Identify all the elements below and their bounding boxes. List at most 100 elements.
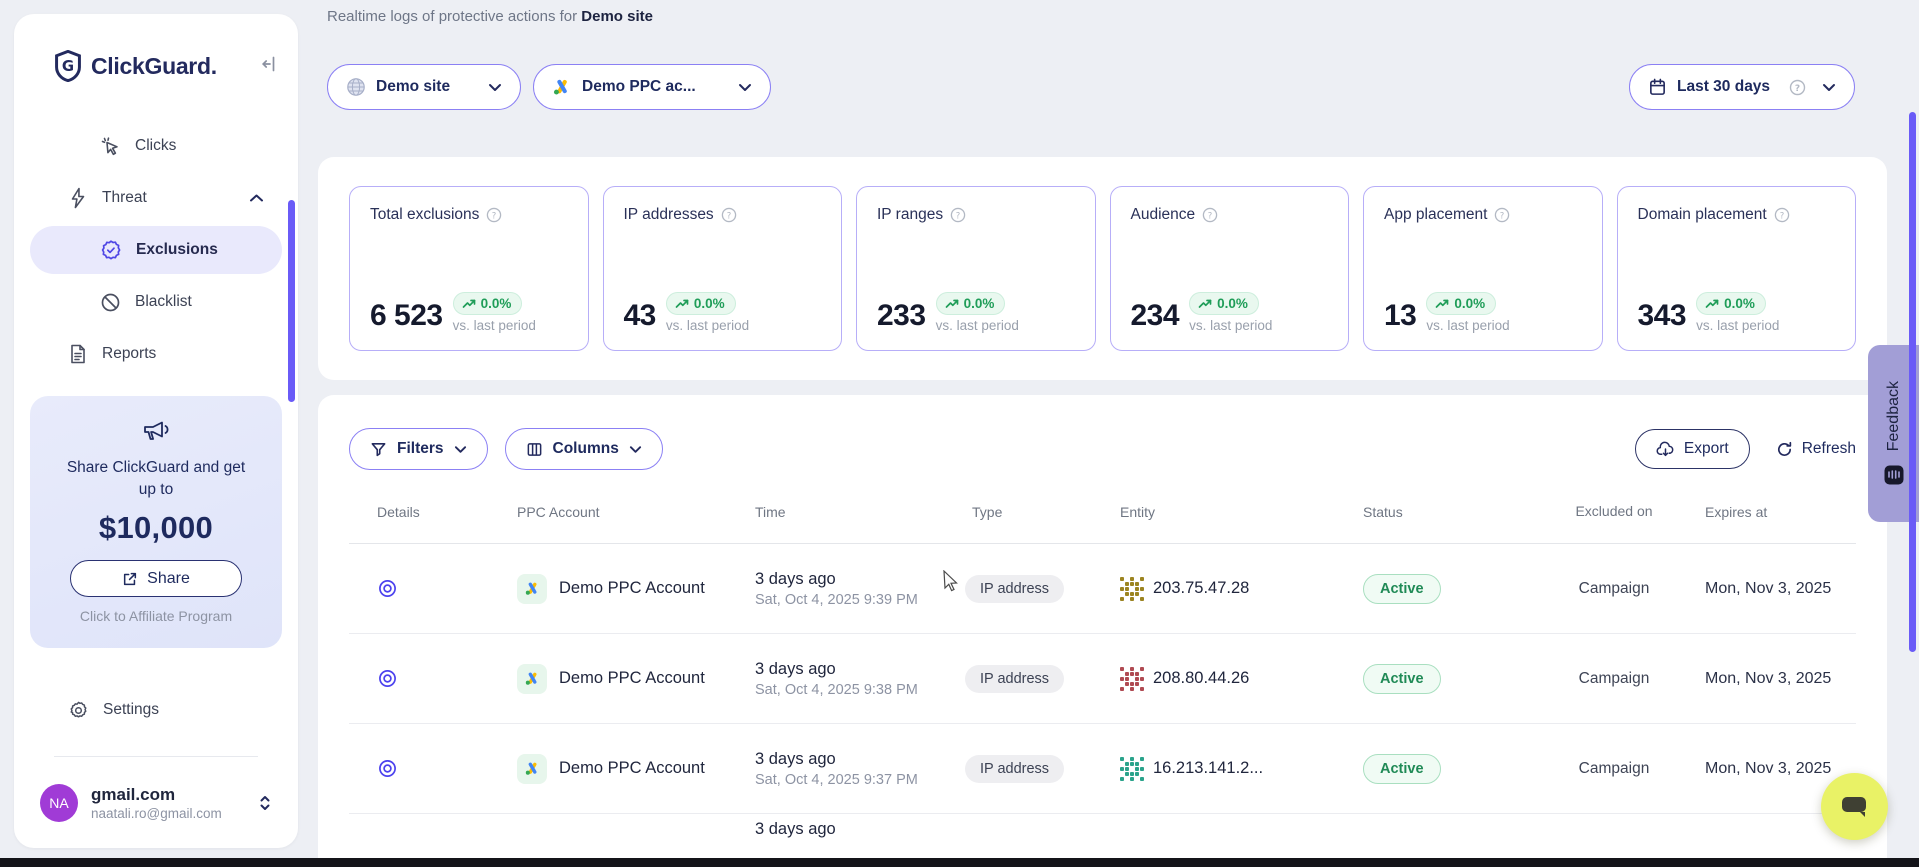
column-header-time[interactable]: Time xyxy=(755,503,786,520)
columns-button[interactable]: Columns xyxy=(504,428,663,470)
sidebar-item-blacklist[interactable]: Blacklist xyxy=(30,278,282,326)
stat-caption: vs. last period xyxy=(452,318,536,333)
stat-label: Audience xyxy=(1130,206,1196,223)
logo-text: ClickGuard. xyxy=(91,52,217,79)
chevron-down-icon xyxy=(629,445,642,454)
globe-icon xyxy=(346,77,366,97)
megaphone-icon xyxy=(141,416,171,444)
stat-delta-badge: 0.0% xyxy=(665,292,736,315)
entity-value: 16.213.141.2... xyxy=(1153,759,1264,777)
stat-delta-badge: 0.0% xyxy=(935,292,1006,315)
intercom-chat-icon xyxy=(1883,464,1905,486)
document-icon xyxy=(68,343,88,365)
columns-button-label: Columns xyxy=(552,440,619,457)
chevron-down-icon xyxy=(1822,83,1836,92)
stat-delta-badge: 0.0% xyxy=(1426,292,1497,315)
ppc-account-selector[interactable]: Demo PPC ac... xyxy=(533,64,771,110)
sidebar-divider xyxy=(54,756,258,757)
svg-text:G: G xyxy=(62,57,74,75)
table-row[interactable]: Demo PPC Account 3 days ago Sat, Oct 4, 2… xyxy=(349,544,1856,634)
sidebar-item-label: Exclusions xyxy=(136,241,218,258)
share-button[interactable]: Share xyxy=(70,560,242,598)
table-row[interactable]: Demo PPC Account 3 days ago Sat, Oct 4, 2… xyxy=(349,634,1856,724)
page-scrollbar[interactable] xyxy=(1909,112,1916,652)
table-header-row: Details PPC Account Time Type Entity Sta… xyxy=(349,492,1856,544)
chevron-updown-icon[interactable] xyxy=(258,794,272,812)
chevron-down-icon xyxy=(738,83,752,92)
stat-caption: vs. last period xyxy=(935,318,1019,333)
table-row[interactable]: Demo PPC Account 3 days ago Sat, Oct 4, 2… xyxy=(349,724,1856,814)
expires-at-value: Mon, Nov 3, 2025 xyxy=(1705,759,1832,777)
sidebar-item-clicks[interactable]: Clicks xyxy=(30,122,282,170)
sidebar-item-exclusions[interactable]: Exclusions xyxy=(30,226,282,274)
column-header-status[interactable]: Status xyxy=(1363,503,1403,520)
stat-caption: vs. last period xyxy=(1189,318,1273,333)
column-header-type[interactable]: Type xyxy=(972,503,1003,520)
affiliate-link-text[interactable]: Click to Affiliate Program xyxy=(79,608,233,625)
calendar-icon xyxy=(1648,77,1667,97)
stat-value: 6 523 xyxy=(370,299,443,332)
promo-text: Share ClickGuard and get up to xyxy=(66,459,246,498)
column-header-excluded-on[interactable]: Excluded on xyxy=(1575,503,1653,520)
help-circle-icon: ? xyxy=(721,207,736,223)
sidebar-scrollbar[interactable] xyxy=(288,200,295,402)
view-details-icon[interactable] xyxy=(377,578,483,599)
svg-text:?: ? xyxy=(1208,210,1213,220)
chevron-up-icon[interactable] xyxy=(249,193,264,203)
cloud-download-icon xyxy=(1656,441,1674,456)
column-header-entity[interactable]: Entity xyxy=(1120,503,1156,520)
svg-text:?: ? xyxy=(1500,210,1505,220)
sidebar-item-threat[interactable]: Threat xyxy=(30,174,282,222)
affiliate-promo-card[interactable]: Share ClickGuard and get up to $10,000 S… xyxy=(30,396,282,648)
logs-panel: Filters Columns Export Refresh Details P… xyxy=(318,395,1887,867)
ppc-account-name: Demo PPC Account xyxy=(559,669,705,687)
collapse-sidebar-icon[interactable] xyxy=(260,54,280,74)
gear-icon xyxy=(68,700,89,721)
entity-value: 203.75.47.28 xyxy=(1153,579,1250,597)
avatar: NA xyxy=(40,784,78,822)
refresh-button-label: Refresh xyxy=(1801,440,1856,457)
sidebar-item-label: Settings xyxy=(103,701,160,718)
refresh-button[interactable]: Refresh xyxy=(1776,440,1856,458)
sidebar-item-settings[interactable]: Settings xyxy=(30,686,282,734)
chat-launcher-button[interactable] xyxy=(1821,773,1888,840)
stat-card-audience: Audience? 234 0.0% vs. last period xyxy=(1109,186,1349,351)
view-details-icon[interactable] xyxy=(377,758,483,779)
site-selector-value: Demo site xyxy=(376,78,451,95)
entity-identicon xyxy=(1120,756,1144,781)
column-header-ppc-account[interactable]: PPC Account xyxy=(517,503,600,520)
sidebar-item-reports[interactable]: Reports xyxy=(30,330,282,378)
date-range-selector[interactable]: Last 30 days ? xyxy=(1629,64,1855,110)
logo[interactable]: G ClickGuard. xyxy=(54,50,217,82)
column-header-details[interactable]: Details xyxy=(377,503,420,520)
clickguard-shield-icon: G xyxy=(54,50,82,82)
svg-text:?: ? xyxy=(1795,84,1800,94)
google-ads-icon xyxy=(517,663,547,694)
export-button[interactable]: Export xyxy=(1634,429,1750,469)
subtitle-site-name: Demo site xyxy=(581,8,653,25)
chevron-down-icon xyxy=(454,445,467,454)
stat-delta-badge: 0.0% xyxy=(452,292,523,315)
time-absolute: Sat, Oct 4, 2025 9:37 PM xyxy=(755,771,918,788)
table-row[interactable]: 3 days ago xyxy=(349,814,1856,867)
stat-card-ip-ranges: IP ranges? 233 0.0% vs. last period xyxy=(856,186,1096,351)
promo-amount: $10,000 xyxy=(98,510,214,546)
stat-delta-badge: 0.0% xyxy=(1696,292,1766,315)
view-details-icon[interactable] xyxy=(377,668,483,689)
columns-icon xyxy=(527,442,541,456)
help-circle-icon: ? xyxy=(487,207,502,223)
stat-label: Total exclusions xyxy=(370,206,480,223)
column-header-expires-at[interactable]: Expires at xyxy=(1705,503,1768,520)
sidebar-item-label: Blacklist xyxy=(135,293,192,310)
ppc-account-name: Demo PPC Account xyxy=(559,759,705,777)
stat-card-ip-addresses: IP addresses? 43 0.0% vs. last period xyxy=(602,186,842,351)
user-account[interactable]: NA gmail.com naatali.ro@gmail.com xyxy=(40,784,272,822)
filters-button[interactable]: Filters xyxy=(349,428,488,470)
site-selector[interactable]: Demo site xyxy=(327,64,521,110)
status-badge: Active xyxy=(1363,573,1441,604)
time-relative: 3 days ago xyxy=(755,569,836,588)
cursor-click-icon xyxy=(100,136,121,157)
prohibit-icon xyxy=(100,292,121,313)
chat-bubble-icon xyxy=(1840,794,1870,820)
stat-value: 43 xyxy=(623,299,657,332)
